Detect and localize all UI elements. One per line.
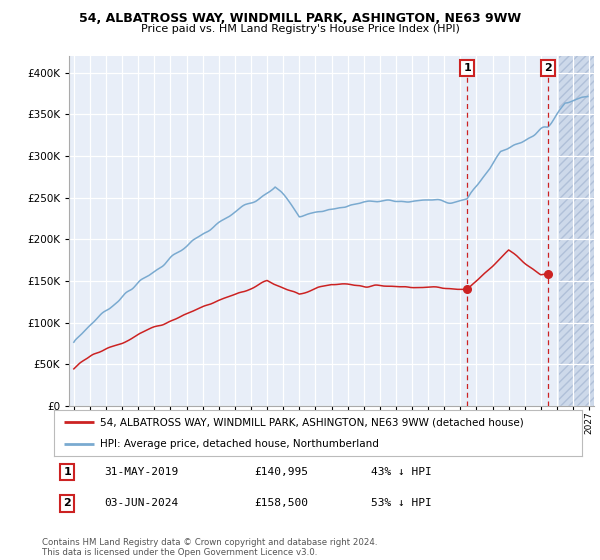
Text: HPI: Average price, detached house, Northumberland: HPI: Average price, detached house, Nort… [100, 440, 379, 450]
Text: 31-MAY-2019: 31-MAY-2019 [104, 467, 178, 477]
Text: Contains HM Land Registry data © Crown copyright and database right 2024.
This d: Contains HM Land Registry data © Crown c… [42, 538, 377, 557]
Text: 1: 1 [64, 467, 71, 477]
Text: 2: 2 [544, 63, 551, 73]
Text: 03-JUN-2024: 03-JUN-2024 [104, 498, 178, 508]
Text: £140,995: £140,995 [254, 467, 308, 477]
Text: 54, ALBATROSS WAY, WINDMILL PARK, ASHINGTON, NE63 9WW (detached house): 54, ALBATROSS WAY, WINDMILL PARK, ASHING… [100, 417, 524, 427]
Text: 1: 1 [463, 63, 471, 73]
Text: Price paid vs. HM Land Registry's House Price Index (HPI): Price paid vs. HM Land Registry's House … [140, 24, 460, 34]
Text: 43% ↓ HPI: 43% ↓ HPI [371, 467, 431, 477]
Text: 53% ↓ HPI: 53% ↓ HPI [371, 498, 431, 508]
Text: 54, ALBATROSS WAY, WINDMILL PARK, ASHINGTON, NE63 9WW: 54, ALBATROSS WAY, WINDMILL PARK, ASHING… [79, 12, 521, 25]
Text: £158,500: £158,500 [254, 498, 308, 508]
Bar [559, 0, 597, 406]
Text: 2: 2 [64, 498, 71, 508]
